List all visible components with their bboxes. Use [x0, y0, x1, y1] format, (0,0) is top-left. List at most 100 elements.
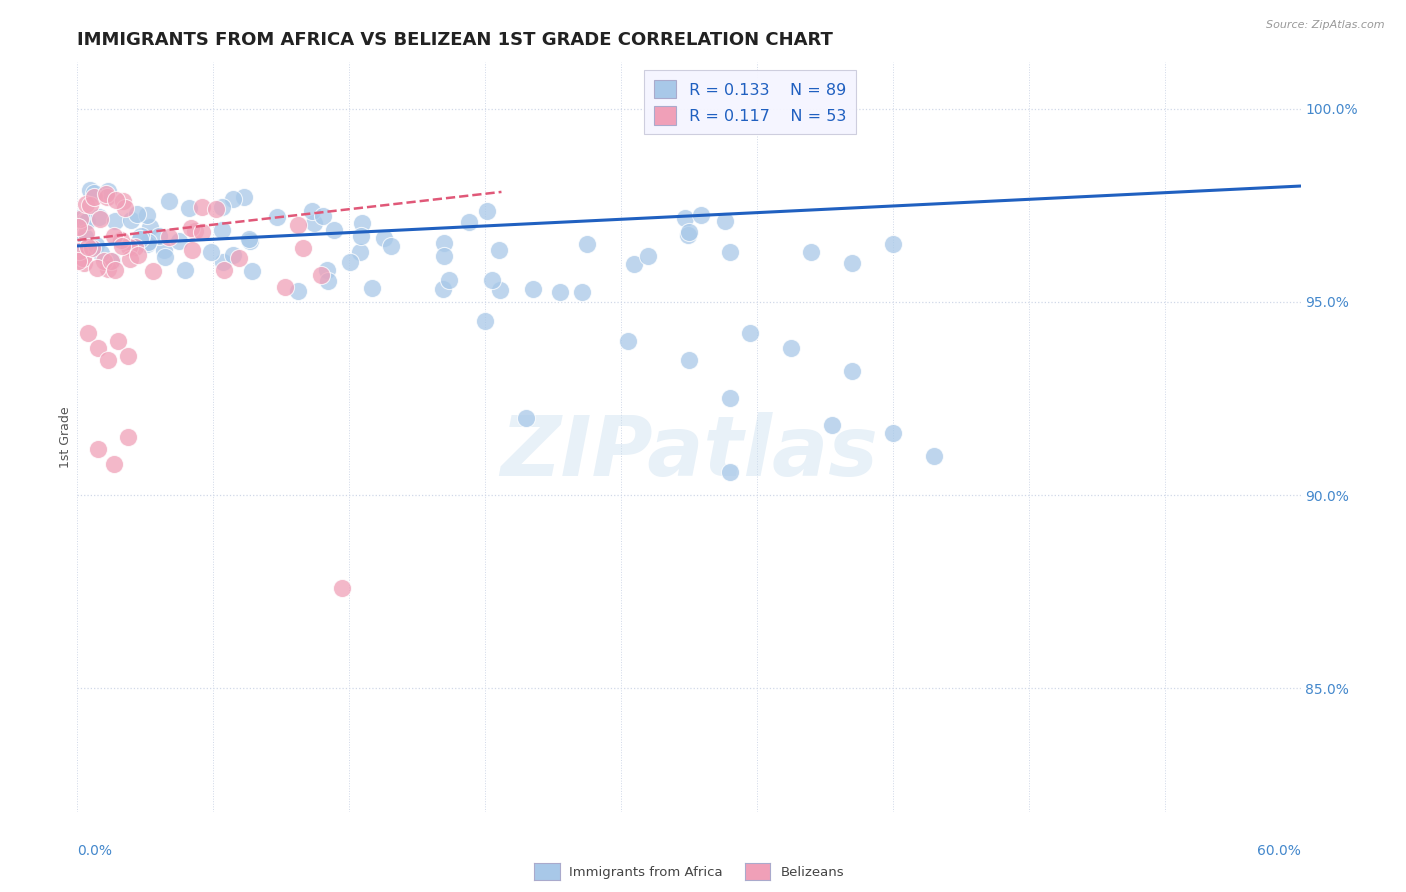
Point [75, 226, 97, 240]
Point [79, 183, 101, 197]
Point [315, 262, 337, 277]
Point [922, 450, 945, 464]
Point [713, 214, 735, 228]
Point [432, 282, 454, 296]
Point [86, 261, 108, 276]
Point [221, 192, 243, 206]
Point [89, 210, 111, 224]
Point [373, 231, 395, 245]
Point [120, 213, 142, 227]
Point [191, 201, 214, 215]
Point [90, 246, 112, 260]
Point [96, 190, 118, 204]
Point [550, 285, 572, 299]
Point [301, 203, 323, 218]
Point [136, 235, 159, 250]
Point [841, 364, 863, 378]
Point [211, 254, 233, 268]
Point [352, 216, 374, 230]
Point [841, 256, 863, 270]
Point [73, 230, 96, 244]
Point [821, 418, 844, 433]
Point [718, 465, 741, 479]
Point [104, 262, 127, 277]
Point [571, 285, 593, 299]
Point [117, 430, 139, 444]
Point [623, 256, 645, 270]
Point [274, 280, 297, 294]
Point [76, 326, 98, 340]
Point [474, 314, 496, 328]
Point [323, 223, 346, 237]
Point [142, 264, 165, 278]
Point [718, 244, 741, 259]
Point [89, 212, 111, 227]
Text: Immigrants from Africa: Immigrants from Africa [569, 866, 723, 879]
Point [180, 220, 202, 235]
Point [287, 284, 309, 298]
Point [637, 248, 659, 262]
Point [780, 341, 803, 355]
Point [882, 237, 904, 252]
Point [139, 219, 162, 234]
Point [433, 248, 456, 262]
Y-axis label: 1st Grade: 1st Grade [59, 406, 72, 468]
Point [180, 243, 202, 257]
Point [304, 216, 326, 230]
Point [87, 341, 110, 355]
Point [153, 243, 176, 257]
Point [475, 204, 498, 219]
Point [100, 254, 122, 268]
Point [79, 198, 101, 212]
Point [96, 186, 118, 201]
Point [157, 194, 180, 208]
Legend:  R = 0.133    N = 89,  R = 0.117    N = 53: R = 0.133 N = 89, R = 0.117 N = 53 [644, 70, 856, 135]
Point [103, 229, 125, 244]
Point [678, 227, 700, 242]
Point [111, 194, 134, 208]
Point [232, 190, 254, 204]
Point [124, 239, 146, 253]
Point [339, 255, 361, 269]
Point [67, 244, 90, 258]
Point [292, 241, 315, 255]
Point [86, 238, 108, 252]
Point [211, 223, 233, 237]
Point [287, 218, 309, 232]
Point [72, 251, 94, 265]
Point [240, 264, 263, 278]
Point [101, 254, 124, 268]
Point [349, 244, 371, 259]
Point [103, 457, 125, 471]
Point [238, 232, 260, 246]
Point [97, 352, 120, 367]
Point [83, 190, 105, 204]
Point [118, 240, 141, 254]
Text: IMMIGRANTS FROM AFRICA VS BELIZEAN 1ST GRADE CORRELATION CHART: IMMIGRANTS FROM AFRICA VS BELIZEAN 1ST G… [77, 31, 834, 49]
Point [177, 201, 200, 215]
Point [73, 255, 96, 269]
Point [66, 219, 89, 234]
Point [678, 352, 700, 367]
Point [673, 211, 696, 226]
Point [457, 215, 479, 229]
Point [83, 186, 105, 200]
Point [349, 228, 371, 243]
Point [107, 334, 129, 348]
Point [205, 202, 228, 216]
Point [211, 200, 233, 214]
Point [87, 442, 110, 456]
Point [439, 273, 461, 287]
Point [82, 241, 104, 255]
Text: Source: ZipAtlas.com: Source: ZipAtlas.com [1267, 20, 1385, 29]
Point [718, 392, 741, 406]
Text: 60.0%: 60.0% [1257, 844, 1301, 857]
Point [617, 334, 640, 348]
Point [75, 197, 97, 211]
Point [148, 229, 170, 244]
Point [309, 268, 332, 282]
Point [157, 229, 180, 244]
Point [360, 281, 382, 295]
Point [75, 213, 97, 227]
Point [800, 244, 823, 259]
